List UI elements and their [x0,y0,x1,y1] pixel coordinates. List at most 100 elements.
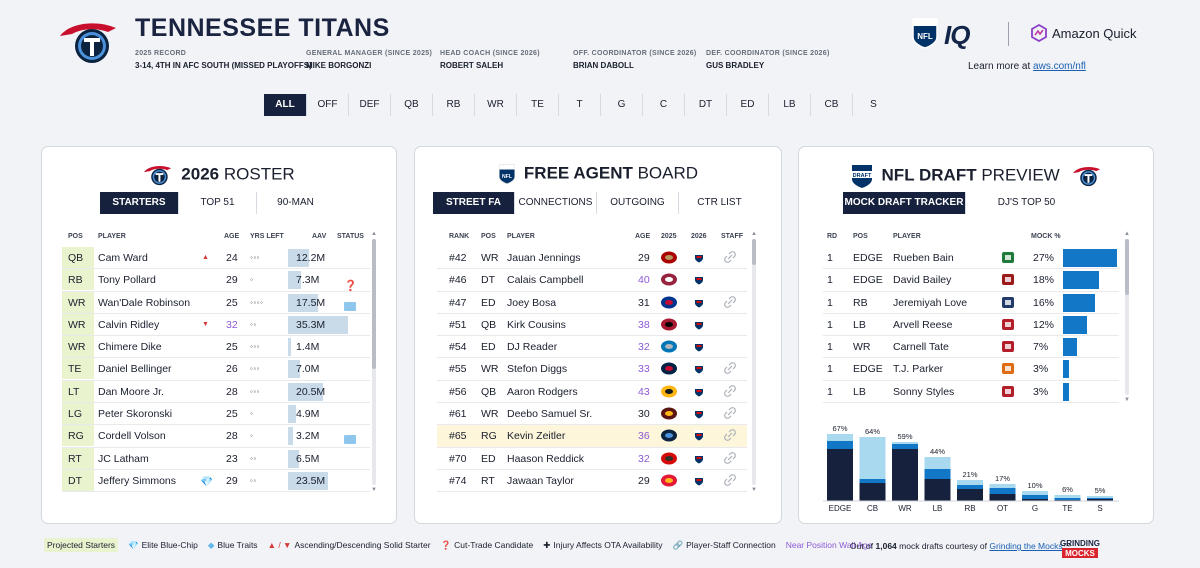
tab-outgoing[interactable]: OUTGOING [596,192,678,214]
roster-scroll-thumb[interactable] [372,239,376,369]
player-name[interactable]: Sonny Styles [893,385,955,398]
position-filter-cb[interactable]: CB [810,94,852,116]
position-filter-def[interactable]: DEF [348,94,390,116]
player-name[interactable]: Rueben Bain [893,252,954,264]
fa-scroll-down-arrow[interactable]: ▼ [751,487,757,493]
player-name[interactable]: Joey Bosa [507,296,557,309]
staff-link-icon[interactable] [724,295,736,308]
fa-row[interactable]: #54 ED DJ Reader 32 [437,336,747,359]
position-filter-c[interactable]: C [642,94,684,116]
player-name[interactable]: Daniel Bellinger [98,363,172,376]
fa-row[interactable]: #55 WR Stefon Diggs 33 [437,358,747,381]
position-filter-off[interactable]: OFF [306,94,348,116]
player-name[interactable]: JC Latham [98,452,149,465]
position-filter-rb[interactable]: RB [432,94,474,116]
fa-scroll-up-arrow[interactable]: ▲ [751,231,757,237]
fa-scroll-thumb[interactable] [752,239,756,265]
roster-row[interactable]: RT JC Latham 23 ◦◦ 6.5M [62,447,370,470]
position-filter-lb[interactable]: LB [768,94,810,116]
fa-row[interactable]: #51 QB Kirk Cousins 38 [437,314,747,337]
fa-row[interactable]: #46 DT Calais Campbell 40 [437,269,747,292]
fa-row[interactable]: #42 WR Jauan Jennings 29 [437,247,747,270]
tab-connections[interactable]: CONNECTIONS [514,192,596,214]
staff-link-icon[interactable] [724,251,736,263]
player-name[interactable]: Cam Ward [98,252,148,264]
roster-row[interactable]: LG Peter Skoronski 25 ◦ 4.9M [62,403,370,426]
staff-link-icon[interactable] [724,407,736,419]
staff-link-icon[interactable] [724,362,736,375]
player-name[interactable]: Jeffery Simmons [98,474,176,487]
roster-row[interactable]: RG Cordell Volson 28 ◦ 3.2M [62,425,370,448]
draft-row[interactable]: 1 LB Arvell Reese 12% [823,314,1119,337]
player-name[interactable]: Carnell Tate [893,341,949,354]
tab-street-fa[interactable]: STREET FA [433,192,514,214]
player-name[interactable]: Arvell Reese [893,318,953,331]
draft-row[interactable]: 1 WR Carnell Tate 7% [823,336,1119,359]
player-name[interactable]: Calais Campbell [507,274,584,287]
player-name[interactable]: Jauan Jennings [507,252,581,264]
roster-row[interactable]: DT Jeffery Simmons 💎 29 ◦◦ 23.5M [62,469,370,493]
player-name[interactable]: T.J. Parker [893,363,944,376]
player-name[interactable]: Jawaan Taylor [507,474,574,487]
tab-mock-draft-tracker[interactable]: MOCK DRAFT TRACKER [843,192,965,214]
draft-row[interactable]: 1 EDGE David Bailey 18% [823,269,1119,292]
position-filter-s[interactable]: S [852,94,894,116]
player-name[interactable]: Kirk Cousins [507,318,566,331]
draft-row[interactable]: 1 EDGE T.J. Parker 3% [823,358,1119,381]
staff-link-icon[interactable] [724,429,736,442]
staff-link-icon[interactable] [724,384,736,397]
position-filter-all[interactable]: ALL [264,94,306,116]
tab-djs-top-50[interactable]: DJ'S TOP 50 [965,192,1087,214]
player-name[interactable]: DJ Reader [507,341,558,354]
tab-ctr-list[interactable]: CTR LIST [678,192,760,214]
grinding-mocks-link[interactable]: Grinding the Mocks [989,541,1063,551]
draft-row[interactable]: 1 RB Jeremiyah Love 16% [823,292,1119,314]
player-name[interactable]: Wan'Dale Robinson [98,296,191,309]
position-filter-t[interactable]: T [558,94,600,116]
player-name[interactable]: David Bailey [893,274,952,287]
roster-row[interactable]: WR Wan'Dale Robinson 25 ◦◦◦◦ 17.5M [62,291,370,314]
aws-link[interactable]: aws.com/nfl [1033,61,1086,72]
draft-scroll-up-arrow[interactable]: ▲ [1124,231,1130,237]
position-filter-wr[interactable]: WR [474,94,516,116]
player-name[interactable]: Dan Moore Jr. [98,385,164,398]
roster-row[interactable]: WR Calvin Ridley ▼ 32 ◦◦ 35.3M [62,313,370,337]
staff-link-icon[interactable] [724,451,736,464]
roster-row[interactable]: QB Cam Ward ▲ 24 ◦◦◦ 12.2M [62,247,370,270]
player-name[interactable]: Calvin Ridley [98,318,160,331]
scroll-up-arrow[interactable]: ▲ [371,231,377,237]
fa-row[interactable]: #56 QB Aaron Rodgers 43 [437,381,747,404]
player-name[interactable]: Chimere Dike [98,341,162,354]
player-name[interactable]: Haason Reddick [507,452,585,465]
draft-scroll-down-arrow[interactable]: ▼ [1124,397,1130,403]
player-name[interactable]: Kevin Zeitler [507,430,566,443]
fa-row[interactable]: #47 ED Joey Bosa 31 [437,292,747,314]
scroll-down-arrow[interactable]: ▼ [371,487,377,493]
draft-scroll-thumb[interactable] [1125,239,1129,295]
position-filter-g[interactable]: G [600,94,642,116]
player-name[interactable]: Stefon Diggs [507,363,568,376]
fa-row[interactable]: #61 WR Deebo Samuel Sr. 30 [437,403,747,426]
fa-scrollbar[interactable] [752,239,756,485]
roster-row[interactable]: LT Dan Moore Jr. 28 ◦◦◦ 20.5M [62,380,370,404]
player-name[interactable]: Jeremiyah Love [893,296,968,309]
roster-row[interactable]: RB Tony Pollard 29 ◦ 7.3M ❓ [62,269,370,292]
fa-row[interactable]: #74 RT Jawaan Taylor 29 [437,470,747,493]
position-filter-dt[interactable]: DT [684,94,726,116]
position-filter-ed[interactable]: ED [726,94,768,116]
fa-row[interactable]: #70 ED Haason Reddick 32 [437,448,747,470]
player-name[interactable]: Peter Skoronski [98,408,173,421]
draft-scrollbar[interactable] [1125,239,1129,395]
tab-top-51[interactable]: TOP 51 [178,192,256,214]
position-filter-qb[interactable]: QB [390,94,432,116]
player-name[interactable]: Deebo Samuel Sr. [507,408,593,421]
player-name[interactable]: Tony Pollard [98,274,156,287]
player-name[interactable]: Aaron Rodgers [507,385,578,398]
tab-90-man[interactable]: 90-MAN [256,192,334,214]
draft-row[interactable]: 1 LB Sonny Styles 3% [823,381,1119,404]
draft-row[interactable]: 1 EDGE Rueben Bain 27% [823,247,1119,270]
staff-link-icon[interactable] [724,474,736,486]
position-filter-te[interactable]: TE [516,94,558,116]
fa-row[interactable]: #65 RG Kevin Zeitler 36 [437,425,747,448]
tab-starters[interactable]: STARTERS [100,192,178,214]
